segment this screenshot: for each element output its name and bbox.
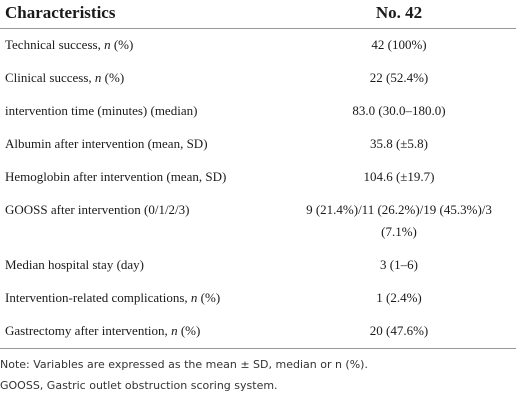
- cell-text: Clinical success,: [5, 70, 95, 85]
- cell: Albumin after intervention (mean, SD): [0, 128, 282, 161]
- table-body: Technical success, n (%) 42 (100%) Clinica…: [0, 29, 516, 349]
- cell-text: n: [94, 70, 102, 85]
- note-line: Note: Variables are expressed as the mea…: [0, 358, 368, 371]
- row: Technical success, n (%) 42 (100%): [0, 29, 516, 63]
- cell: 9 (21.4%)/11 (26.2%)/19 (45.3%)/3 (7.1%): [282, 194, 516, 249]
- cell: Intervention-related complications, n (%…: [0, 282, 282, 315]
- cell-text: 104.6 (±19.7): [363, 169, 435, 184]
- cell-text: intervention time (minutes) (median): [5, 103, 198, 118]
- cell-text: (%): [197, 290, 221, 305]
- cell-text: 20 (47.6%): [369, 323, 429, 338]
- row: GOOSS after intervention (0/1/2/3) 9 (21.…: [0, 194, 516, 249]
- cell-text: (%): [177, 323, 201, 338]
- cell: 35.8 (±5.8): [282, 128, 516, 161]
- cell-text: (%): [110, 37, 134, 52]
- cell-text: Intervention-related complications,: [5, 290, 191, 305]
- cell-text: Hemoglobin after intervention (mean, SD): [5, 169, 227, 184]
- cell: 1 (2.4%): [282, 282, 516, 315]
- cell: intervention time (minutes) (median): [0, 95, 282, 128]
- cell-text: 1 (2.4%): [376, 290, 422, 305]
- header-row: Characteristics No. 42: [0, 0, 516, 29]
- cell-text: Gastrectomy after intervention,: [5, 323, 172, 338]
- cell: 104.6 (±19.7): [282, 161, 516, 194]
- row: intervention time (minutes) (median) 83.0…: [0, 95, 516, 128]
- cell: 42 (100%): [282, 29, 516, 63]
- cell: Median hospital stay (day): [0, 249, 282, 282]
- cell: GOOSS after intervention (0/1/2/3): [0, 194, 282, 249]
- cell-text: n: [190, 290, 198, 305]
- row: Albumin after intervention (mean, SD) 35.…: [0, 128, 516, 161]
- cell-text: Median hospital stay (day): [5, 257, 144, 272]
- header-cell: No. 42: [282, 0, 516, 29]
- cell-text: 35.8 (±5.8): [369, 136, 429, 151]
- cell-text: 42 (100%): [371, 37, 427, 52]
- cell: Gastrectomy after intervention, n (%): [0, 315, 282, 349]
- cell: 83.0 (30.0–180.0): [282, 95, 516, 128]
- cell: Clinical success, n (%): [0, 62, 282, 95]
- row: Median hospital stay (day) 3 (1–6): [0, 249, 516, 282]
- row: Clinical success, n (%) 22 (52.4%): [0, 62, 516, 95]
- notes: Note: Variables are expressed as the mea…: [0, 349, 516, 396]
- header-cell: Characteristics: [0, 0, 282, 29]
- cell-text: 83.0 (30.0–180.0): [352, 103, 446, 118]
- cell: 22 (52.4%): [282, 62, 516, 95]
- row: Intervention-related complications, n (%…: [0, 282, 516, 315]
- cell-text: Albumin after intervention (mean, SD): [5, 136, 208, 151]
- row: Hemoglobin after intervention (mean, SD)…: [0, 161, 516, 194]
- cell-text: 9 (21.4%)/11 (26.2%)/19 (45.3%)/3 (7.1%): [306, 202, 492, 239]
- cell-text: (%): [101, 70, 125, 85]
- cell-text: n: [104, 37, 111, 52]
- cell: Hemoglobin after intervention (mean, SD): [0, 161, 282, 194]
- cell: Technical success, n (%): [0, 29, 282, 63]
- note-line: GOOSS, Gastric outlet obstruction scorin…: [0, 379, 278, 392]
- cell-text: GOOSS after intervention (0/1/2/3): [5, 202, 190, 217]
- cell: 20 (47.6%): [282, 315, 516, 349]
- cell: 3 (1–6): [282, 249, 516, 282]
- cell-text: n: [171, 323, 178, 338]
- table: Characteristics No. 42 Technical success…: [0, 0, 516, 349]
- row: Gastrectomy after intervention, n (%) 20 …: [0, 315, 516, 349]
- cell-text: 22 (52.4%): [369, 70, 429, 85]
- cell-text: Technical success,: [5, 37, 105, 52]
- cell-text: 3 (1–6): [380, 257, 418, 272]
